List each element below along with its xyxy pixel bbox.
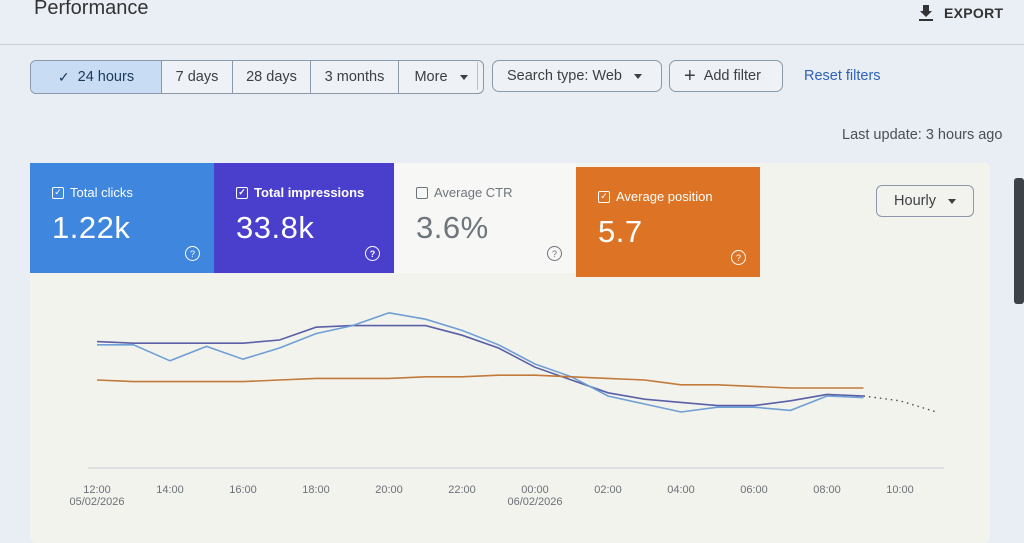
caret-down-icon	[634, 73, 642, 79]
checkbox-checked-icon: ✓	[236, 186, 248, 199]
reset-filters-link[interactable]: Reset filters	[804, 68, 881, 84]
checkbox-unchecked-icon	[416, 186, 428, 199]
help-icon[interactable]: ?	[731, 250, 746, 265]
metric-card-impressions[interactable]: ✓ Total impressions 33.8k ?	[214, 163, 394, 273]
metric-value: 3.6%	[416, 210, 489, 245]
metric-label: Average CTR	[434, 185, 513, 200]
page-header: Performance EXPORT	[0, 0, 1024, 45]
checkbox-checked-icon: ✓	[52, 186, 64, 199]
range-more-dropdown[interactable]: More	[399, 61, 483, 93]
range-3-months[interactable]: 3 months	[311, 61, 399, 93]
performance-panel: ✓ Total clicks 1.22k ? ✓ Total impressions…	[30, 163, 990, 543]
metric-card-position[interactable]: ✓ Average position 5.7 ?	[576, 167, 760, 277]
toolbar-divider	[477, 62, 478, 90]
range-24-hours[interactable]: ✓ 24 hours	[31, 61, 162, 93]
granularity-dropdown[interactable]: Hourly	[876, 185, 974, 217]
date-range-selector: ✓ 24 hours 7 days 28 days 3 months More	[30, 60, 484, 94]
export-button[interactable]: EXPORT	[918, 4, 1003, 22]
help-icon[interactable]: ?	[547, 246, 562, 261]
checkbox-checked-icon: ✓	[598, 190, 610, 203]
search-type-dropdown[interactable]: Search type: Web	[492, 60, 662, 92]
metric-label: Total clicks	[70, 185, 133, 200]
metric-value: 1.22k	[52, 210, 131, 245]
metric-label: Total impressions	[254, 185, 365, 200]
checkmark-icon: ✓	[57, 68, 70, 85]
page-title: Performance	[34, 0, 149, 19]
plus-icon: +	[684, 65, 696, 87]
metric-card-clicks[interactable]: ✓ Total clicks 1.22k ?	[30, 163, 214, 273]
scrollbar-thumb[interactable]	[1014, 178, 1024, 304]
help-icon[interactable]: ?	[185, 246, 200, 261]
add-filter-button[interactable]: + Add filter	[669, 60, 783, 92]
metric-card-ctr[interactable]: Average CTR 3.6% ?	[394, 163, 576, 273]
metric-label: Average position	[616, 189, 713, 204]
range-7-days[interactable]: 7 days	[162, 61, 233, 93]
export-label: EXPORT	[944, 5, 1004, 21]
range-28-days[interactable]: 28 days	[233, 61, 311, 93]
last-update-text: Last update: 3 hours ago	[842, 127, 1003, 143]
metric-value: 33.8k	[236, 210, 315, 245]
caret-down-icon	[947, 198, 956, 204]
caret-down-icon	[459, 74, 468, 80]
metric-value: 5.7	[598, 214, 643, 249]
filter-toolbar: ✓ 24 hours 7 days 28 days 3 months More S…	[0, 58, 1024, 98]
help-icon[interactable]: ?	[365, 246, 380, 261]
download-icon	[919, 5, 933, 21]
